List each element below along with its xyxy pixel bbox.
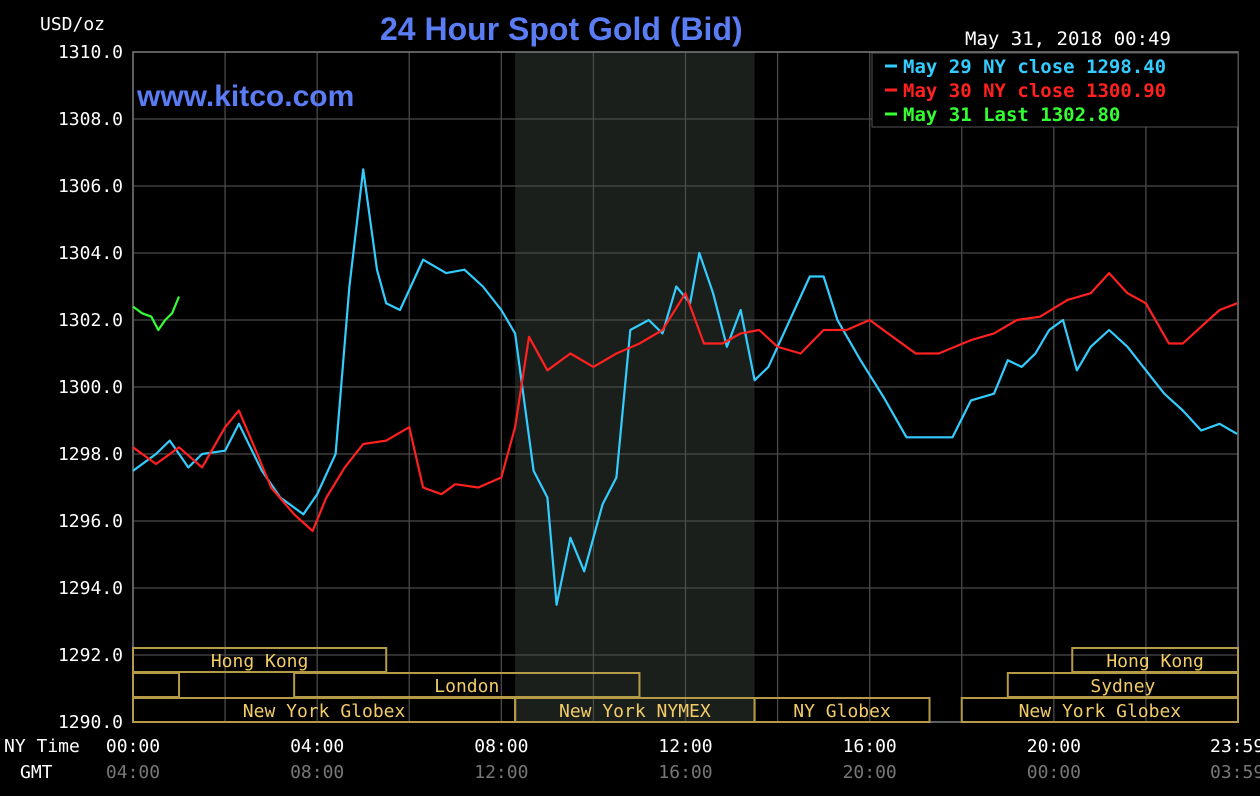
session-label: Hong Kong <box>211 651 309 672</box>
session-label: New York Globex <box>243 701 406 722</box>
x-tick-label-gmt: 03:59 <box>1210 762 1260 783</box>
session-bar <box>753 697 931 723</box>
timestamp: May 31, 2018 00:49 <box>965 28 1171 50</box>
gmt-row-label: GMT <box>20 762 53 783</box>
y-tick-label: 1290.0 <box>58 712 123 733</box>
x-tick-label-gmt: 16:00 <box>658 762 712 783</box>
session-bar <box>132 647 388 673</box>
series-line-may-30 <box>132 272 1238 533</box>
session-label: London <box>434 676 499 697</box>
legend-item-may30: May 30 NY close 1300.90 <box>903 80 1166 102</box>
y-tick-label: 1306.0 <box>58 176 123 197</box>
x-tick-label-ny: 04:00 <box>290 736 344 757</box>
y-tick-label: 1310.0 <box>58 42 123 63</box>
session-label: New York NYMEX <box>559 701 711 722</box>
x-tick-label-ny: 00:00 <box>106 736 160 757</box>
x-tick-label-gmt: 00:00 <box>1027 762 1081 783</box>
y-tick-label: 1300.0 <box>58 377 123 398</box>
x-tick-label-ny: 12:00 <box>658 736 712 757</box>
x-tick-label-ny: 23:59 <box>1210 736 1260 757</box>
legend-box <box>871 52 1239 128</box>
session-bar <box>960 697 1239 723</box>
y-tick-label: 1302.0 <box>58 310 123 331</box>
axis-layer: 1310.0 1308.0 1306.0 1304.0 1302.0 1300.0 1298… <box>58 42 1260 783</box>
session-label: New York Globex <box>1019 701 1182 722</box>
ny-time-row-label: NY Time <box>4 736 80 757</box>
x-tick-label-gmt: 20:00 <box>843 762 897 783</box>
x-tick-label-gmt: 08:00 <box>290 762 344 783</box>
x-tick-label-ny: 16:00 <box>843 736 897 757</box>
watermark: www.kitco.com <box>136 80 354 113</box>
y-tick-label: 1308.0 <box>58 109 123 130</box>
x-tick-label-ny: 08:00 <box>474 736 528 757</box>
y-tick-label: 1292.0 <box>58 645 123 666</box>
x-tick-label-gmt: 12:00 <box>474 762 528 783</box>
legend-item-may31: May 31 Last 1302.80 <box>903 104 1120 126</box>
session-label: Sydney <box>1090 676 1155 697</box>
series-layer <box>132 168 1238 606</box>
legend: May 29 NY close 1298.40 May 30 NY close … <box>871 52 1239 128</box>
x-tick-label-gmt: 04:00 <box>106 762 160 783</box>
y-tick-label: 1304.0 <box>58 243 123 264</box>
y-axis-unit: USD/oz <box>40 14 105 35</box>
y-tick-label: 1296.0 <box>58 511 123 532</box>
session-label: NY Globex <box>793 701 891 722</box>
grid-layer <box>132 51 1239 723</box>
session-bars: Hong Kong Hong Kong London Sydney New York G… <box>132 647 1240 723</box>
legend-item-may29: May 29 NY close 1298.40 <box>903 56 1166 78</box>
y-tick-label: 1294.0 <box>58 578 123 599</box>
session-label: Hong Kong <box>1106 651 1204 672</box>
chart-title: 24 Hour Spot Gold (Bid) <box>380 11 743 47</box>
x-tick-label-ny: 20:00 <box>1027 736 1081 757</box>
series-line-may-29 <box>132 168 1238 606</box>
series-line-may-31 <box>132 296 181 332</box>
y-tick-label: 1298.0 <box>58 444 123 465</box>
